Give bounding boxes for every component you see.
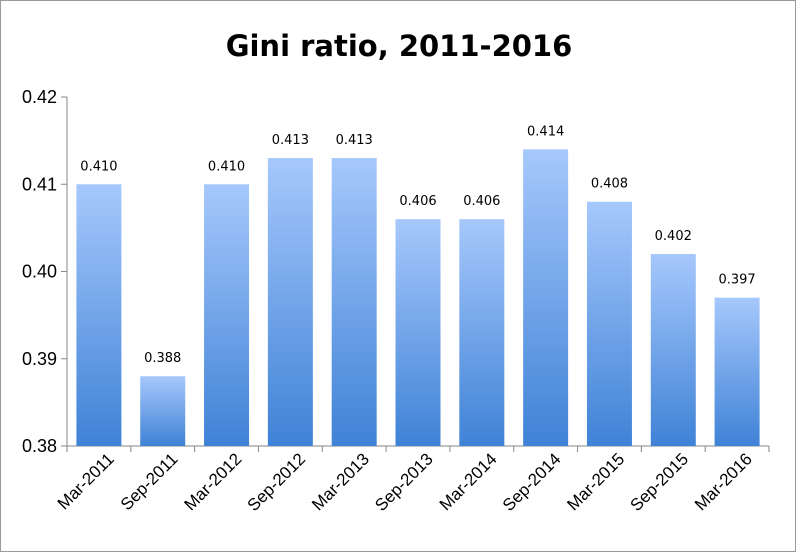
bar bbox=[714, 297, 760, 446]
x-tick-label: Mar-2016 bbox=[691, 449, 756, 514]
bar bbox=[267, 158, 313, 446]
y-tick-label: 0.41 bbox=[22, 174, 57, 194]
bar bbox=[204, 184, 250, 446]
data-label: 0.410 bbox=[208, 159, 245, 174]
bar bbox=[395, 219, 441, 446]
bar bbox=[331, 158, 377, 446]
data-label: 0.410 bbox=[80, 159, 117, 174]
data-label: 0.402 bbox=[655, 229, 692, 244]
bar bbox=[523, 149, 569, 446]
data-label: 0.414 bbox=[527, 124, 564, 139]
bar bbox=[650, 254, 696, 446]
data-label: 0.413 bbox=[272, 133, 309, 148]
x-tick-label: Sep-2015 bbox=[627, 449, 693, 515]
data-label: 0.408 bbox=[591, 177, 628, 192]
y-tick-label: 0.39 bbox=[22, 349, 57, 369]
bar bbox=[459, 219, 505, 446]
x-tick-label: Sep-2011 bbox=[117, 449, 182, 514]
data-label: 0.406 bbox=[463, 194, 500, 209]
x-tick-label: Mar-2014 bbox=[436, 449, 501, 514]
x-tick-label: Mar-2013 bbox=[308, 449, 373, 514]
bar bbox=[76, 184, 122, 446]
data-label: 0.388 bbox=[144, 351, 181, 366]
x-tick-label: Sep-2012 bbox=[244, 449, 310, 515]
data-label: 0.397 bbox=[718, 273, 755, 288]
x-tick-label: Mar-2012 bbox=[180, 449, 245, 514]
chart-title: Gini ratio, 2011-2016 bbox=[225, 29, 573, 63]
data-label: 0.413 bbox=[336, 133, 373, 148]
x-tick-label: Mar-2011 bbox=[54, 449, 118, 513]
bar bbox=[140, 376, 186, 446]
y-tick-label: 0.40 bbox=[22, 262, 57, 282]
x-tick-label: Sep-2014 bbox=[499, 449, 565, 515]
bar bbox=[586, 201, 632, 446]
data-label: 0.406 bbox=[399, 194, 436, 209]
y-tick-label: 0.38 bbox=[22, 436, 57, 456]
y-tick-label: 0.42 bbox=[22, 87, 57, 107]
x-tick-label: Mar-2015 bbox=[563, 449, 628, 514]
bars bbox=[76, 149, 760, 446]
x-tick-label: Sep-2013 bbox=[371, 449, 437, 515]
